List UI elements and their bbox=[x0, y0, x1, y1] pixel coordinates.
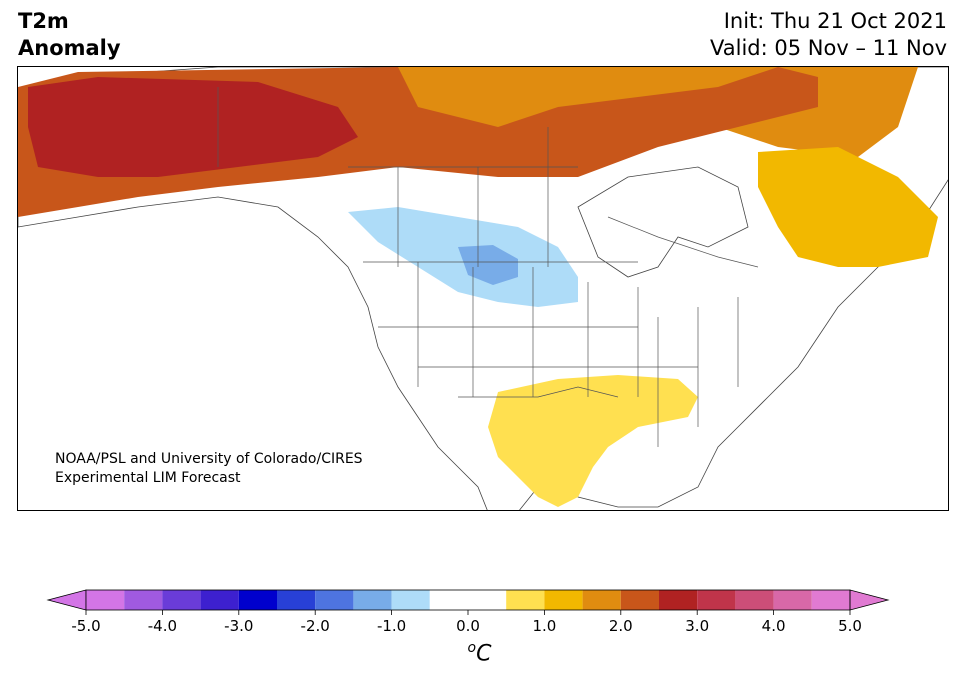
colorbar-cell bbox=[506, 590, 545, 610]
colorbar-cell bbox=[735, 590, 774, 610]
colorbar-cell bbox=[391, 590, 430, 610]
colorbar-tick-label: 5.0 bbox=[838, 617, 862, 635]
colorbar-cell bbox=[697, 590, 736, 610]
forecast-dates: Init: Thu 21 Oct 2021 Valid: 05 Nov – 11… bbox=[710, 8, 947, 62]
colorbar-cell bbox=[620, 590, 659, 610]
valid-dates: Valid: 05 Nov – 11 Nov bbox=[710, 36, 947, 60]
colorbar-cell bbox=[238, 590, 277, 610]
colorbar-ticks: -5.0 -4.0 -3.0 -2.0 -1.0 0.0 1.0 2.0 3.0 4.0 5.0 bbox=[71, 610, 862, 635]
title-line-2: Anomaly bbox=[18, 36, 121, 60]
colorbar-tick-label: 1.0 bbox=[532, 617, 556, 635]
colorbar-unit-label: oC bbox=[0, 640, 959, 666]
colorbar-cells bbox=[46, 589, 890, 611]
credit-line-2: Experimental LIM Forecast bbox=[55, 470, 241, 486]
colorbar-under-arrow bbox=[46, 589, 87, 611]
boundaries bbox=[217, 87, 759, 447]
map-svg bbox=[18, 67, 948, 510]
anomaly-map bbox=[17, 66, 949, 511]
init-date: Init: Thu 21 Oct 2021 bbox=[723, 9, 947, 33]
colorbar-cell bbox=[315, 590, 354, 610]
credit-text: NOAA/PSL and University of Colorado/CIRE… bbox=[55, 450, 363, 488]
colorbar-cell bbox=[124, 590, 163, 610]
colorbar-cell bbox=[544, 590, 583, 610]
anomaly-fills bbox=[18, 67, 938, 507]
title-line-1: T2m bbox=[18, 9, 69, 33]
colorbar-tick-label: 0.0 bbox=[456, 617, 480, 635]
colorbar-tick-label: -3.0 bbox=[224, 617, 253, 635]
colorbar-cell bbox=[353, 590, 392, 610]
labrador-warm bbox=[758, 147, 938, 267]
colorbar-cell bbox=[773, 590, 812, 610]
colorbar-tick-label: -5.0 bbox=[71, 617, 100, 635]
colorbar-tick-label: 2.0 bbox=[609, 617, 633, 635]
credit-line-1: NOAA/PSL and University of Colorado/CIRE… bbox=[55, 451, 363, 467]
chart-title: T2m Anomaly bbox=[18, 8, 121, 62]
colorbar-cell bbox=[277, 590, 316, 610]
colorbar-cell bbox=[86, 590, 125, 610]
unit-c: C bbox=[476, 641, 492, 667]
colorbar-cell bbox=[811, 590, 850, 610]
colorbar-tick-label: -2.0 bbox=[301, 617, 330, 635]
colorbar-cell bbox=[162, 590, 201, 610]
hudson-bay bbox=[577, 166, 749, 278]
colorbar-over-arrow bbox=[849, 589, 890, 611]
gulf-south-warm bbox=[488, 375, 698, 507]
colorbar-cell bbox=[582, 590, 621, 610]
colorbar-tick-label: 3.0 bbox=[685, 617, 709, 635]
colorbar-tick-label: -4.0 bbox=[148, 617, 177, 635]
colorbar-tick-label: -1.0 bbox=[377, 617, 406, 635]
alaska-yukon-warm bbox=[28, 77, 358, 177]
unit-degree: o bbox=[467, 640, 477, 656]
colorbar-tick-label: 4.0 bbox=[762, 617, 786, 635]
colorbar: -5.0 -4.0 -3.0 -2.0 -1.0 0.0 1.0 2.0 3.0 4.0 5.0 bbox=[46, 589, 890, 635]
colorbar-cell bbox=[200, 590, 239, 610]
colorbar-cell bbox=[429, 590, 507, 610]
colorbar-cell bbox=[659, 590, 698, 610]
